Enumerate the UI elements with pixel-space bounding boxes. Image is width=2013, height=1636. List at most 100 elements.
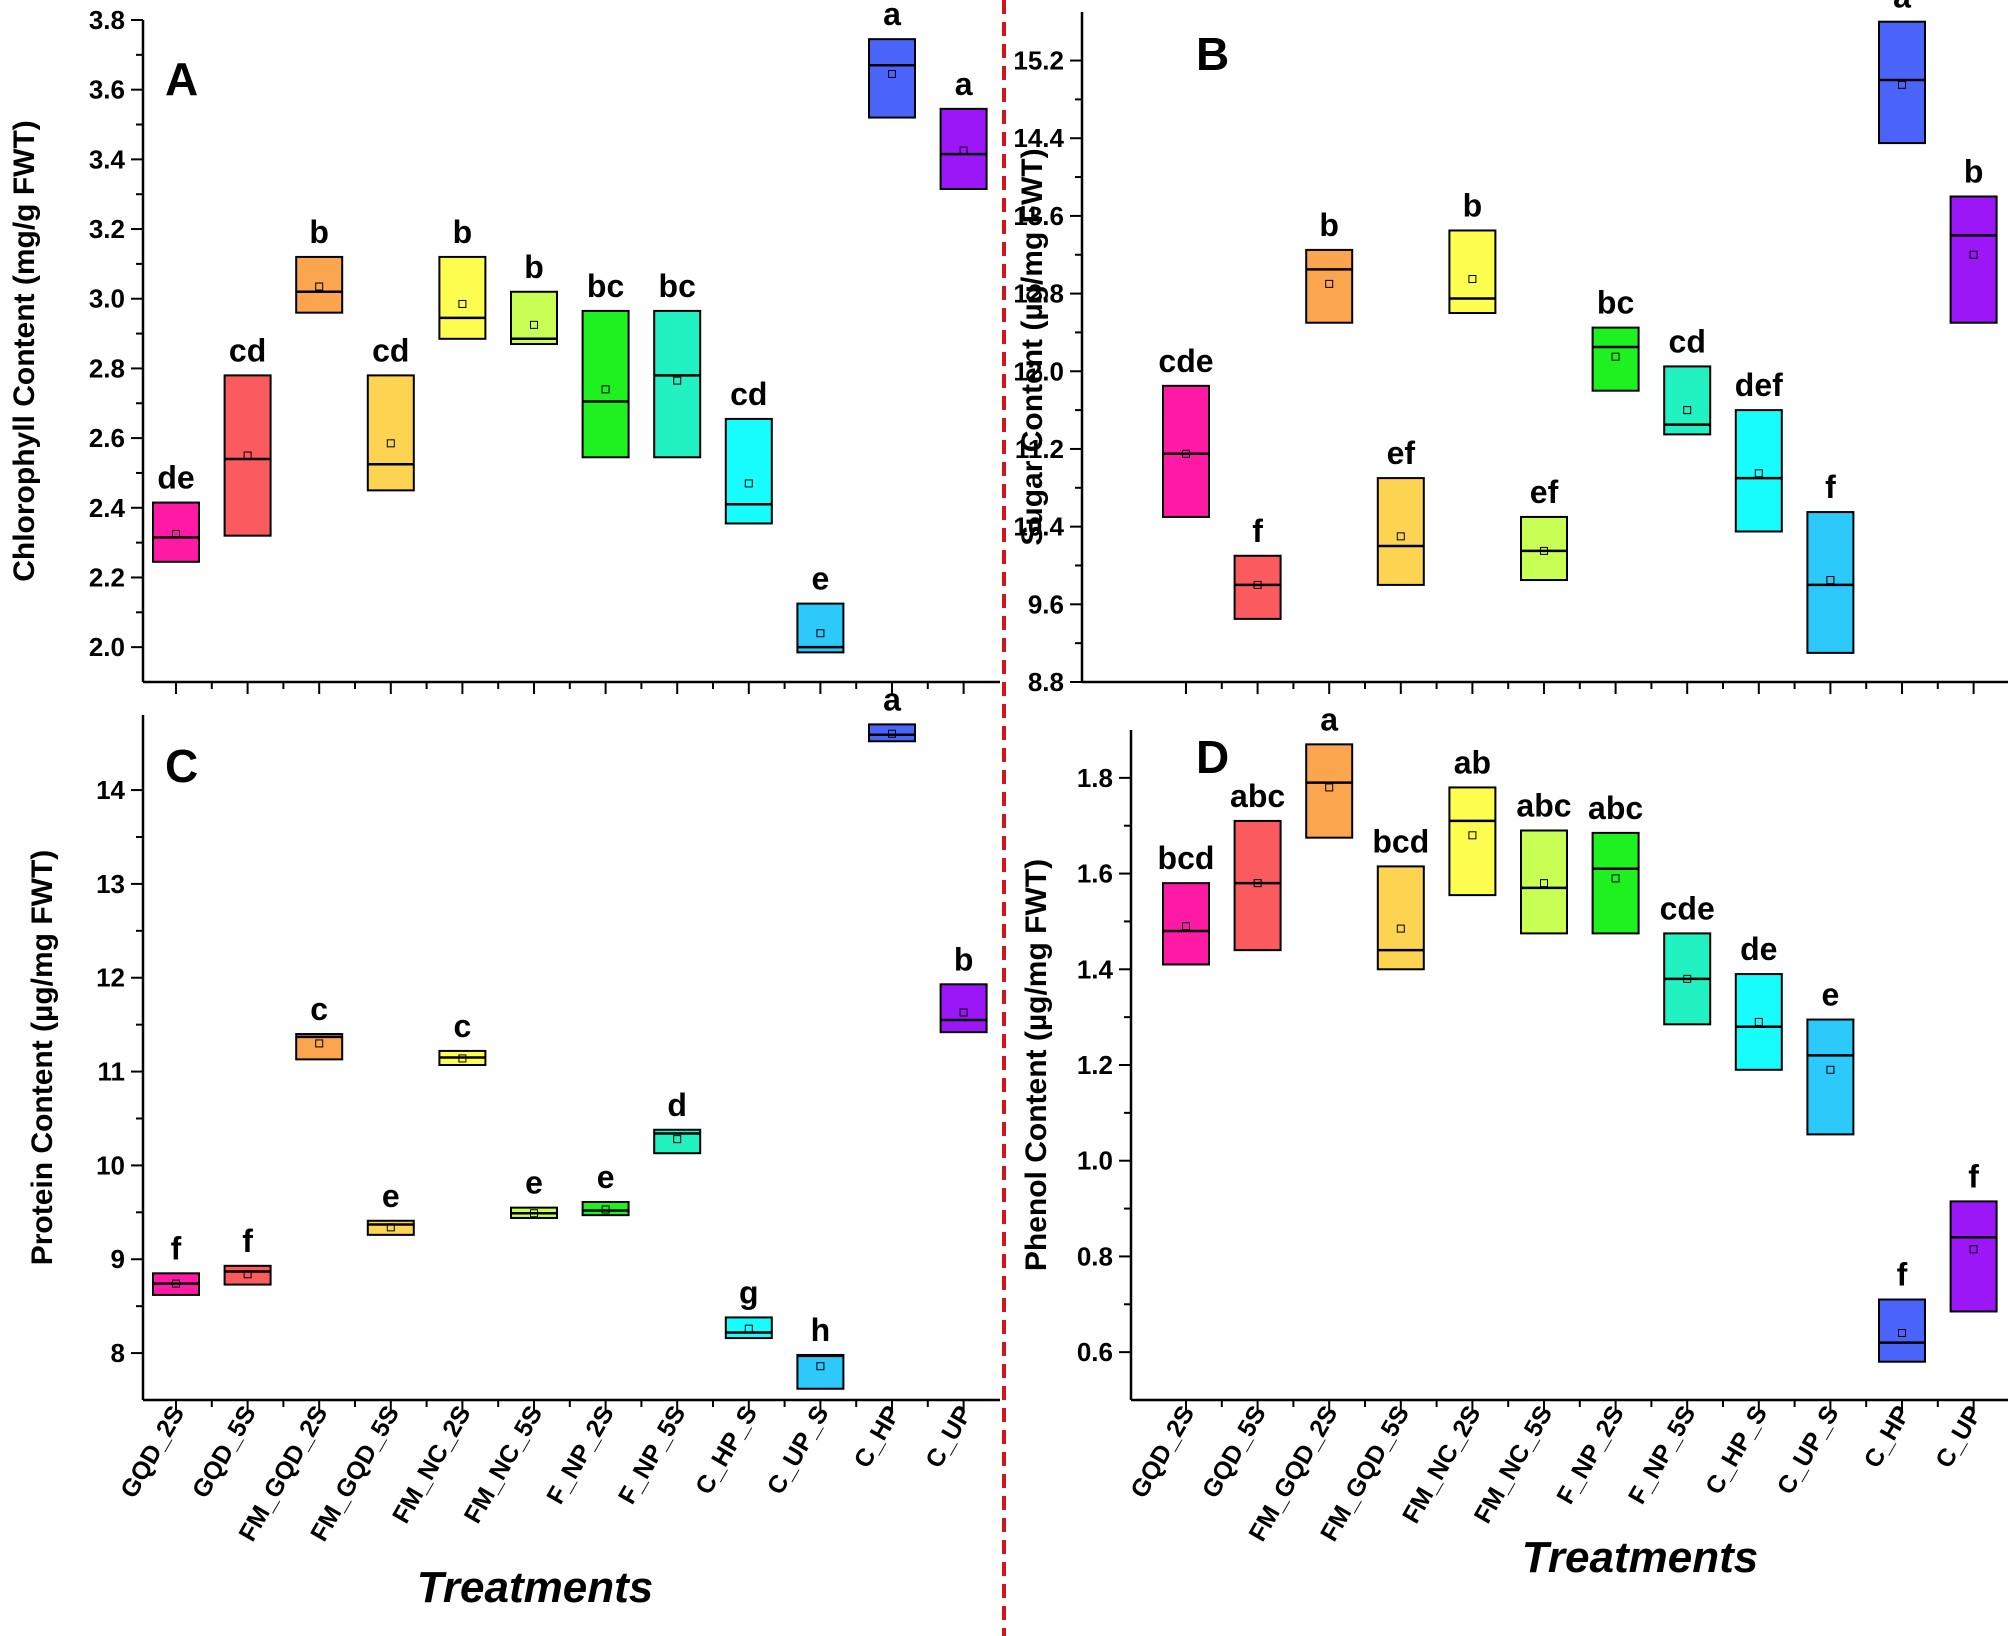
panel-d-box bbox=[1376, 865, 1425, 971]
panel-c-significance-label: g bbox=[739, 1274, 759, 1310]
panel-b-significance-label: a bbox=[1893, 0, 1911, 15]
panel-d-significance-label: abc bbox=[1588, 790, 1643, 826]
panel-b-significance-label: b bbox=[1319, 207, 1339, 243]
panel-d-box bbox=[1949, 1200, 1998, 1313]
panel-c-significance-label: b bbox=[954, 941, 974, 977]
panel-c-y-tick-label: 14 bbox=[96, 775, 125, 805]
panel-a-significance-label: bc bbox=[659, 268, 696, 304]
panel-a: 2.0 2.2 2.4 2.6 2.8 3.0 3.2 3.4 3.6 3.8 Chlorophyl… bbox=[8, 0, 1000, 694]
panel-d-mean-marker bbox=[1969, 1245, 1978, 1254]
panel-b-mean-marker bbox=[1969, 250, 1978, 259]
panel-a-y-tick-label: 2.6 bbox=[89, 423, 125, 453]
panel-d-y-tick-label: 1.6 bbox=[1077, 859, 1113, 889]
panel-c-mean-marker bbox=[816, 1362, 825, 1371]
panel-c-y-tick-label: 11 bbox=[98, 1057, 126, 1087]
panel-d-y-tick-label: 1.4 bbox=[1077, 954, 1114, 984]
panel-c-significance-label: h bbox=[811, 1312, 831, 1348]
panel-c-mean-marker bbox=[243, 1270, 252, 1279]
panel-b-significance-label: f bbox=[1252, 513, 1263, 549]
panel-d-category-label: C_UP bbox=[1930, 1401, 1988, 1473]
panel-d-mean-marker bbox=[1325, 783, 1334, 792]
panel-d-mean-marker bbox=[1182, 922, 1190, 931]
panel-b-y-axis-title: Sugar Content (µg/mg FWT) bbox=[1016, 148, 1049, 545]
panel-d-significance-label: e bbox=[1822, 977, 1840, 1013]
panel-a-mean-marker bbox=[888, 70, 896, 79]
panel-b-significance-label: cde bbox=[1158, 343, 1213, 379]
panel-a-box bbox=[581, 309, 630, 459]
panel-d: 0.60.81.01.21.41.61.8GQD_2SGQD_5SFM_GQD_… bbox=[1020, 701, 2008, 1546]
panel-d-significance-label: de bbox=[1740, 931, 1777, 967]
panel-d-box bbox=[1878, 1298, 1926, 1363]
panel-b-mean-marker bbox=[1754, 469, 1763, 478]
panel-b-box bbox=[1305, 248, 1354, 324]
panel-c-significance-label: a bbox=[883, 681, 901, 717]
panel-a-mean-marker bbox=[673, 376, 682, 385]
panel-d-category-label: C_HP bbox=[1859, 1401, 1917, 1473]
panel-b-y-tick-label: 12.8 bbox=[1013, 279, 1064, 309]
panel-a-significance-label: b bbox=[453, 214, 473, 250]
panel-d-box bbox=[1448, 786, 1497, 897]
panel-a-significance-label: cd bbox=[730, 376, 767, 412]
panel-c-category-label: F_NP_2S bbox=[541, 1401, 619, 1509]
panel-c-y-tick-label: 8 bbox=[111, 1338, 125, 1368]
panel-a-mean-marker bbox=[959, 146, 968, 155]
panel-a-box bbox=[366, 374, 415, 492]
panel-a-box bbox=[223, 374, 272, 537]
panel-c-box bbox=[223, 1264, 272, 1286]
panel-d-mean-marker bbox=[1611, 874, 1620, 883]
panel-d-y-tick-label: 1.0 bbox=[1077, 1146, 1113, 1176]
panel-a-significance-label: b bbox=[309, 214, 329, 250]
panel-b-y-tick-label: 13.6 bbox=[1013, 201, 1064, 231]
panel-b-significance-label: f bbox=[1825, 469, 1836, 505]
panel-a-significance-label: b bbox=[524, 249, 544, 285]
panel-d-significance-label: abc bbox=[1230, 778, 1285, 814]
panel-c-category-label: GQD_5S bbox=[187, 1401, 262, 1503]
panel-a-significance-label: bc bbox=[587, 268, 624, 304]
panel-d-box bbox=[1591, 831, 1640, 935]
panel-c-box bbox=[868, 723, 916, 743]
panel-d-box bbox=[1233, 819, 1282, 952]
panel-b-box bbox=[1949, 195, 1998, 324]
panel-b-y-tick-label: 10.4 bbox=[1013, 512, 1064, 542]
panel-a-y-tick-label: 3.8 bbox=[89, 5, 125, 35]
panel-b-mean-marker bbox=[1468, 275, 1477, 284]
panel-a-mean-marker bbox=[744, 479, 753, 488]
panel-b-mean-marker bbox=[1182, 449, 1190, 458]
panel-c-y-tick-label: 10 bbox=[96, 1150, 125, 1180]
panel-a-mean-marker bbox=[315, 282, 324, 291]
panel-c-box bbox=[653, 1128, 702, 1155]
panel-d-box bbox=[1520, 829, 1568, 935]
panel-a-significance-label: cd bbox=[372, 332, 409, 368]
panel-c-category-label: C_UP bbox=[920, 1401, 978, 1473]
x-axis-title-right: Treatments bbox=[1522, 1533, 1758, 1582]
panel-d-y-tick-label: 0.6 bbox=[1077, 1337, 1113, 1367]
panel-a-y-tick-label: 2.0 bbox=[89, 632, 125, 662]
panel-b-mean-marker bbox=[1683, 406, 1692, 415]
panel-a-box bbox=[796, 602, 845, 654]
panel-b-box bbox=[1806, 511, 1855, 654]
panel-b-significance-label: def bbox=[1735, 367, 1783, 403]
panel-a-mean-marker bbox=[816, 629, 825, 638]
panel-d-mean-marker bbox=[1396, 924, 1405, 933]
panel-c-box bbox=[366, 1219, 415, 1236]
panel-a-significance-label: a bbox=[883, 0, 901, 32]
panel-d-mean-marker bbox=[1468, 831, 1477, 840]
panel-c-mean-marker bbox=[601, 1205, 610, 1214]
panel-a-mean-marker bbox=[458, 299, 467, 308]
panel-c-mean-marker bbox=[959, 1008, 968, 1017]
panel-b-mean-marker bbox=[1611, 352, 1620, 361]
panel-a-significance-label: e bbox=[812, 561, 830, 597]
panel-b-y-tick-label: 9.6 bbox=[1028, 589, 1064, 619]
panel-d-category-label: GQD_2S bbox=[1125, 1401, 1200, 1503]
panel-d-significance-label: bcd bbox=[1158, 840, 1215, 876]
panel-b-y-tick-label: 11.2 bbox=[1015, 434, 1064, 464]
panel-c-significance-label: c bbox=[454, 1008, 472, 1044]
panel-d-mean-marker bbox=[1683, 974, 1692, 983]
panel-c-mean-marker bbox=[530, 1209, 538, 1218]
panel-d-significance-label: f bbox=[1968, 1158, 1979, 1194]
panel-a-y-tick-label: 2.8 bbox=[89, 353, 125, 383]
panel-d-significance-label: cde bbox=[1660, 890, 1715, 926]
panel-c-mean-marker bbox=[744, 1324, 753, 1333]
panel-d-significance-label: a bbox=[1320, 701, 1338, 737]
